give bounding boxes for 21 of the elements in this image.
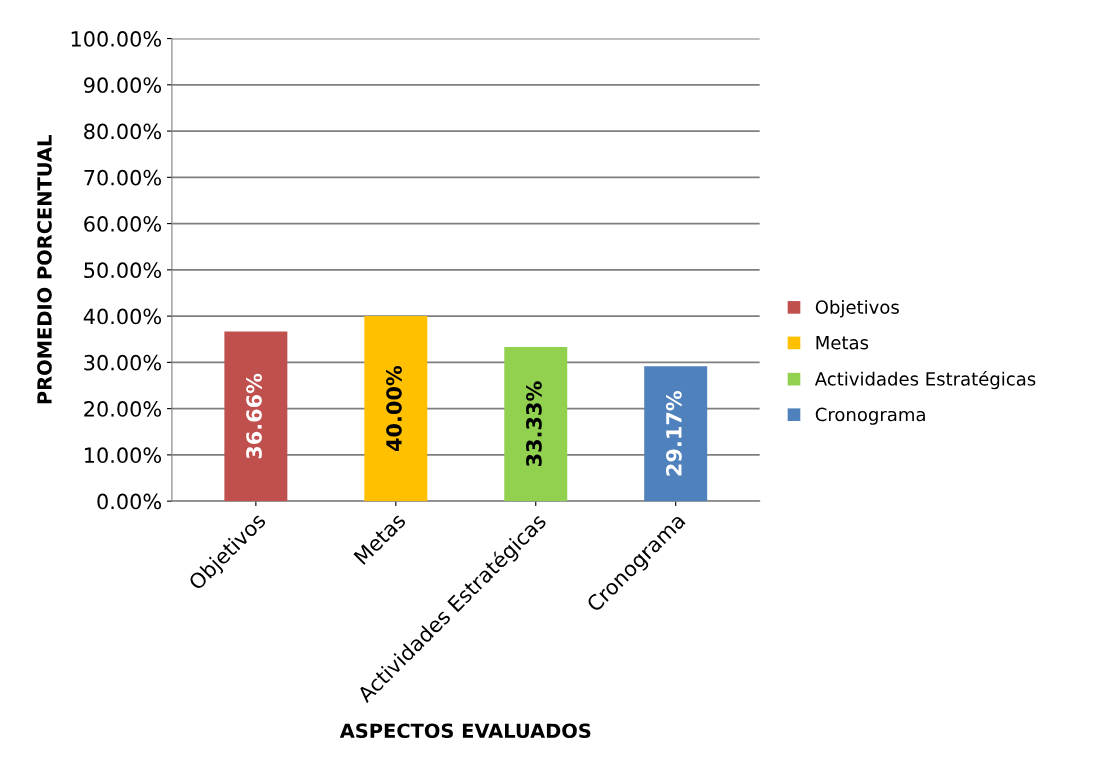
legend-label: Actividades Estratégicas — [814, 371, 1036, 390]
y-tick-label: 30.00% — [84, 354, 162, 371]
y-tick-label: 20.00% — [84, 401, 162, 417]
y-tick-label: 90.00% — [84, 77, 162, 94]
y-tick-label: 70.00% — [84, 169, 162, 186]
y-tick-label: 100.00% — [71, 31, 162, 47]
y-tick-label: 40.00% — [83, 308, 162, 325]
y-axis-title: PROMEDIO PORCENTUAL — [37, 135, 52, 404]
y-tick-label: 50.00% — [84, 262, 162, 279]
y-tick-label: 0.00% — [97, 493, 162, 510]
data-label: 29.17% — [665, 390, 682, 476]
legend-label: Cronograma — [815, 407, 925, 425]
y-tick-label: 60.00% — [84, 216, 162, 232]
y-tick-label: 10.00% — [85, 447, 162, 464]
legend-label: Metas — [816, 336, 869, 350]
x-axis-title: ASPECTOS EVALUADOS — [339, 723, 591, 739]
y-tick-label: 80.00% — [84, 123, 162, 140]
legend-label: Objetivos — [815, 299, 899, 318]
data-label: 36.66% — [246, 373, 262, 459]
data-label: 33.33% — [526, 381, 542, 467]
data-label: 40.00% — [386, 365, 402, 452]
